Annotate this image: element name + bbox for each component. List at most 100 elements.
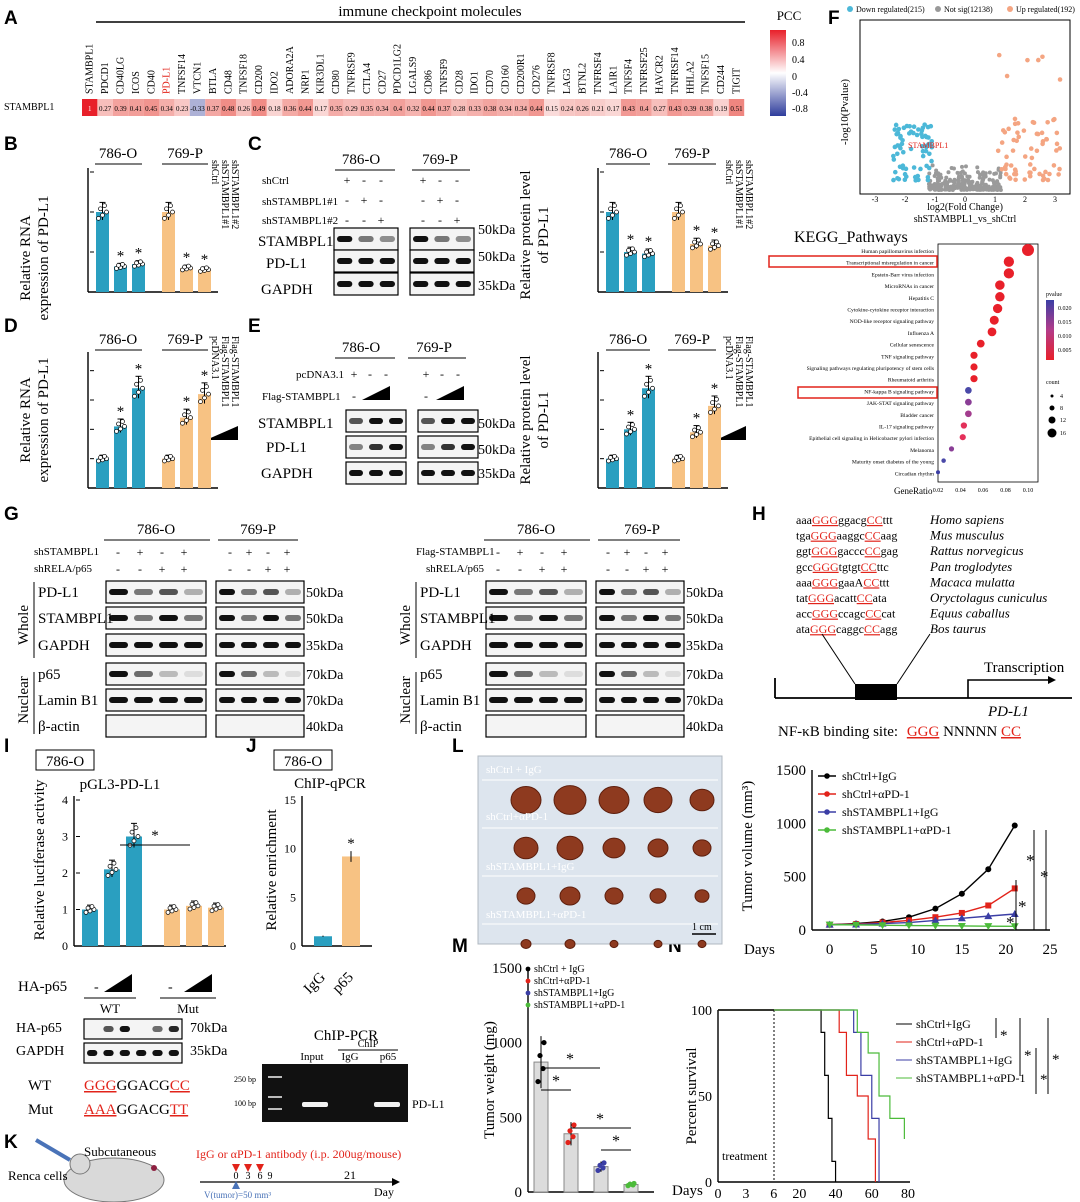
blot-band bbox=[358, 236, 374, 242]
panel-j-chip: 786-O ChIP-qPCR Relative enrichment IgG p… bbox=[234, 749, 445, 1122]
l-ytick: 1500 bbox=[776, 763, 806, 779]
pcc-tick: 0.8 bbox=[792, 38, 805, 49]
g-kda: 50kDa bbox=[306, 612, 344, 627]
heatmap-gene-label: NRP1 bbox=[300, 70, 311, 94]
sign: - bbox=[440, 367, 444, 381]
volcano-point-up bbox=[1054, 141, 1060, 147]
l-marker bbox=[931, 922, 940, 930]
e-cell-769p: 769-P bbox=[416, 340, 452, 356]
data-point bbox=[211, 903, 217, 909]
kegg-point bbox=[970, 351, 978, 359]
data-point bbox=[716, 243, 721, 248]
g-row-label: shSTAMBPL1 bbox=[34, 546, 99, 558]
data-point bbox=[186, 409, 191, 415]
h-sequence-part: aag bbox=[881, 529, 898, 543]
tumor-specimen bbox=[553, 785, 587, 815]
heatmap-gene-label: CD48 bbox=[223, 70, 234, 94]
pvalue-legend-title: pvalue bbox=[1046, 292, 1062, 298]
blot-band bbox=[159, 697, 178, 703]
volcano-point-up bbox=[1051, 117, 1056, 123]
panel-letter-c: C bbox=[248, 134, 262, 155]
h-sequence-part: ata bbox=[796, 622, 811, 636]
e-blot-label: PD-L1 bbox=[266, 440, 307, 456]
volcano-xtick: 1 bbox=[993, 195, 997, 204]
kegg-pathway-label: IL-17 signaling pathway bbox=[879, 425, 934, 431]
panel-i-luciferase: 786-O pGL3-PD-L1 Relative luciferase act… bbox=[16, 749, 228, 1118]
e-blot-label: STAMBPL1 bbox=[258, 416, 333, 432]
significance-star: * bbox=[552, 1073, 560, 1090]
data-point bbox=[200, 388, 205, 393]
g-kda: 70kDa bbox=[306, 668, 344, 683]
data-point bbox=[107, 863, 113, 869]
volcano-point-ns bbox=[998, 175, 1003, 180]
sign: - bbox=[518, 562, 522, 576]
volcano-point-up bbox=[1013, 169, 1018, 174]
heatmap-gene-label: TNFRSF25 bbox=[639, 47, 650, 94]
blot-band bbox=[109, 589, 128, 595]
volcano-point-ns bbox=[927, 181, 932, 186]
panel-letter-a: A bbox=[4, 8, 18, 29]
heatmap-value: 0.39 bbox=[684, 105, 697, 113]
volcano-point-down bbox=[898, 145, 903, 151]
g-left-signs: - -+ +- -+ +- -- -+ ++ + bbox=[116, 545, 291, 576]
sign: - bbox=[345, 193, 349, 207]
blot-band bbox=[489, 642, 508, 648]
data-point bbox=[646, 389, 651, 395]
sign: + bbox=[181, 545, 188, 559]
volcano-point-down bbox=[911, 165, 917, 170]
volcano-point-down bbox=[913, 178, 918, 183]
blot-band bbox=[109, 697, 128, 703]
n-xtick: 3 bbox=[742, 1187, 749, 1202]
j-ytick: 10 bbox=[284, 842, 296, 856]
g-blot-label: p65 bbox=[420, 667, 443, 683]
data-point bbox=[708, 246, 713, 252]
cbar-legend: shSTAMBPL1#1 bbox=[733, 160, 744, 229]
volcano-point-down bbox=[893, 122, 899, 128]
heatmap-gene-label: IDO1 bbox=[470, 71, 481, 94]
gel-ladder-label: 100 bp bbox=[234, 1099, 256, 1108]
h-sequence-part: GGG bbox=[811, 544, 837, 558]
blot-band bbox=[241, 642, 257, 648]
blot-frame bbox=[595, 580, 685, 604]
c-ylabel-line2: of PD-L1 bbox=[536, 206, 552, 263]
kegg-point bbox=[976, 339, 985, 348]
data-point bbox=[120, 419, 125, 424]
blot-band bbox=[109, 671, 128, 677]
g-kda: 50kDa bbox=[686, 612, 724, 627]
kegg-point bbox=[941, 458, 946, 463]
heatmap-value: 0.48 bbox=[222, 105, 235, 113]
sign: + bbox=[423, 367, 430, 381]
data-point bbox=[136, 389, 141, 395]
gel-image bbox=[262, 1064, 408, 1122]
volcano-point-down bbox=[891, 153, 896, 159]
pcc-colorbar bbox=[770, 30, 786, 116]
kegg-point bbox=[989, 315, 999, 325]
blot-band bbox=[461, 444, 475, 450]
h-sequence-part: acatt bbox=[834, 591, 857, 605]
volcano-point-up bbox=[1022, 177, 1028, 182]
m-legend: shCtrl + IgGshCtrl+αPD-1shSTAMBPL1+IgGsh… bbox=[525, 964, 625, 1011]
volcano-point-ns bbox=[975, 165, 980, 170]
blot-frame bbox=[105, 580, 207, 604]
data-point bbox=[692, 427, 697, 433]
bar bbox=[96, 458, 109, 488]
j-bars: IgG p65 * 0 5 10 15 bbox=[284, 793, 360, 997]
data-point bbox=[624, 252, 629, 258]
j-category: p65 bbox=[330, 970, 357, 997]
volcano-point-up bbox=[1025, 57, 1030, 63]
data-point bbox=[116, 421, 121, 427]
c-blot-label: STAMBPL1 bbox=[258, 234, 333, 250]
significance-star: * bbox=[693, 223, 701, 239]
h-site-label: NF-κB binding site: bbox=[778, 724, 898, 740]
n-ytick: 0 bbox=[705, 1176, 712, 1191]
tumor-specimen bbox=[653, 939, 663, 949]
data-point bbox=[627, 1181, 633, 1187]
blot-band bbox=[263, 642, 279, 648]
data-point bbox=[114, 428, 119, 434]
blot-band bbox=[184, 589, 203, 595]
volcano-point-ns bbox=[952, 186, 957, 191]
data-point bbox=[612, 453, 617, 459]
blot-frame bbox=[595, 606, 685, 630]
volcano-point-up bbox=[1008, 163, 1014, 168]
